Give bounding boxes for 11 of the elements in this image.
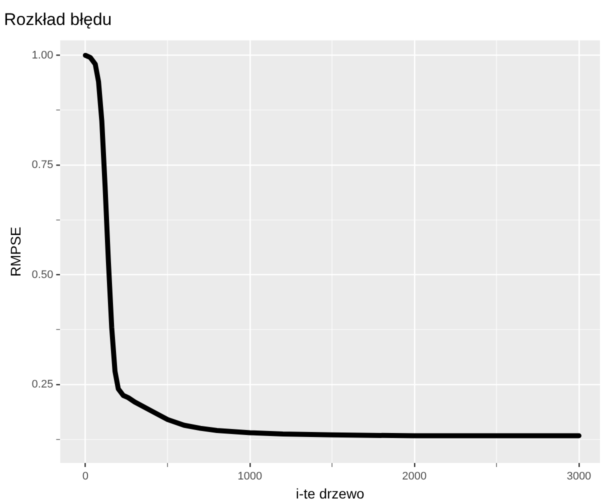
x-tick-label: 0: [82, 470, 88, 483]
x-axis-title: i-te drzewo: [296, 485, 365, 502]
chart-title: Rozkład błędu: [4, 10, 112, 29]
x-tick-label: 2000: [402, 470, 427, 483]
y-tick-label: 0.75: [32, 159, 54, 172]
x-tick-label: 1000: [238, 470, 262, 483]
y-tick-label: 0.50: [32, 268, 54, 281]
y-tick-label: 1.00: [32, 49, 54, 62]
y-axis-title: RMPSE: [7, 226, 24, 277]
x-tick-label: 3000: [566, 470, 592, 483]
y-tick-label: 0.25: [32, 378, 54, 390]
